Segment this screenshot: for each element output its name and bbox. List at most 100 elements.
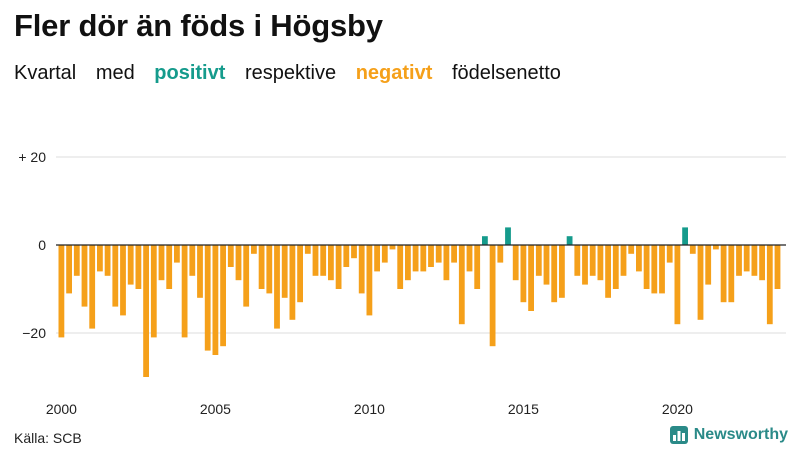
bar-negative	[543, 245, 550, 285]
bar-negative	[443, 245, 450, 281]
bar-negative	[489, 245, 496, 347]
x-tick-label: 2010	[354, 401, 385, 417]
bar-negative	[559, 245, 565, 298]
bar-negative	[120, 245, 126, 316]
bar-negative	[497, 245, 504, 263]
bar-negative	[197, 245, 203, 298]
bar-negative	[435, 245, 442, 263]
bar-negative	[266, 245, 273, 294]
bar-negative	[73, 245, 80, 276]
bar-negative	[766, 245, 773, 325]
bar-negative	[697, 245, 704, 320]
bar-negative	[112, 245, 119, 307]
bar-negative	[774, 245, 781, 289]
chart-title: Fler dör än föds i Högsby	[14, 8, 383, 43]
bar-negative	[751, 245, 758, 276]
bar-negative	[389, 245, 396, 250]
bar-negative	[597, 245, 604, 281]
bar-negative	[689, 245, 696, 254]
bar-negative	[720, 245, 727, 303]
bar-negative	[81, 245, 88, 307]
bar-negative	[374, 245, 380, 272]
bar-negative	[535, 245, 542, 276]
bar-negative	[428, 245, 434, 267]
bar-negative	[512, 245, 519, 281]
legend-positive: positivt	[154, 62, 226, 84]
bar-negative	[158, 245, 165, 281]
x-tick-label: 2000	[46, 401, 77, 417]
bar-negative	[743, 245, 750, 272]
bar-negative	[335, 245, 342, 289]
bar-negative	[174, 245, 180, 263]
bar-negative	[104, 245, 111, 276]
bar-negative	[189, 245, 196, 276]
bar-negative	[458, 245, 465, 325]
y-tick-label: 0	[38, 237, 46, 253]
bar-negative	[274, 245, 280, 329]
bar-negative	[328, 245, 334, 281]
bar-negative	[281, 245, 288, 298]
newsworthy-logo-icon	[669, 426, 688, 444]
bar-positive	[482, 236, 488, 245]
bar-negative	[520, 245, 527, 303]
bar-negative	[343, 245, 350, 267]
bar-negative	[736, 245, 742, 276]
bar-negative	[636, 245, 642, 272]
x-tick-label: 2020	[662, 401, 693, 417]
bar-negative	[150, 245, 157, 338]
x-tick-label: 2005	[200, 401, 231, 417]
subtitle-word-respektive: respektive	[244, 62, 337, 84]
bar-negative	[258, 245, 265, 289]
bar-negative	[181, 245, 188, 338]
bar-negative	[589, 245, 596, 276]
bar-negative	[289, 245, 296, 320]
bar-negative	[366, 245, 373, 316]
bar-positive	[505, 227, 511, 245]
bar-negative	[135, 245, 142, 289]
bar-negative	[220, 245, 226, 347]
bar-negative	[628, 245, 635, 254]
bar-negative	[605, 245, 611, 298]
subtitle-word-kvartal: Kvartal	[14, 62, 77, 84]
bar-negative	[612, 245, 619, 289]
bar-negative	[713, 245, 719, 250]
bar-positive	[566, 236, 573, 245]
y-tick-label: −20	[22, 325, 46, 341]
bar-negative	[97, 245, 103, 272]
bar-negative	[620, 245, 627, 276]
bar-negative	[358, 245, 365, 294]
bar-negative	[127, 245, 134, 285]
brand-logo[interactable]: Newsworthy	[669, 426, 788, 444]
bar-negative	[320, 245, 327, 276]
bar-negative	[451, 245, 457, 263]
bar-negative	[420, 245, 427, 272]
bar-negative	[412, 245, 419, 272]
bar-negative	[235, 245, 242, 281]
bar-negative	[58, 245, 65, 338]
bar-negative	[243, 245, 250, 307]
bar-negative	[574, 245, 581, 276]
bar-negative	[143, 245, 149, 377]
bar-negative	[659, 245, 665, 294]
bar-negative	[474, 245, 481, 289]
source-note: Källa: SCB	[14, 430, 82, 446]
bar-negative	[397, 245, 404, 289]
bar-negative	[251, 245, 257, 254]
bar-negative	[582, 245, 588, 285]
x-tick-label: 2015	[508, 401, 539, 417]
bar-negative	[728, 245, 735, 303]
bar-negative	[528, 245, 534, 311]
subtitle-word-fodelsenetto: födelsenetto	[451, 62, 561, 84]
legend-negative: negativt	[355, 62, 433, 84]
bar-negative	[66, 245, 72, 294]
chart-subtitle: Kvartal med positivt respektive negativt…	[14, 62, 575, 85]
bar-negative	[351, 245, 357, 259]
bar-negative	[759, 245, 765, 281]
bar-negative	[666, 245, 673, 263]
bar-negative	[551, 245, 558, 303]
bar-negative	[89, 245, 96, 329]
bar-negative	[204, 245, 211, 351]
bar-negative	[643, 245, 650, 289]
bar-negative	[651, 245, 658, 294]
